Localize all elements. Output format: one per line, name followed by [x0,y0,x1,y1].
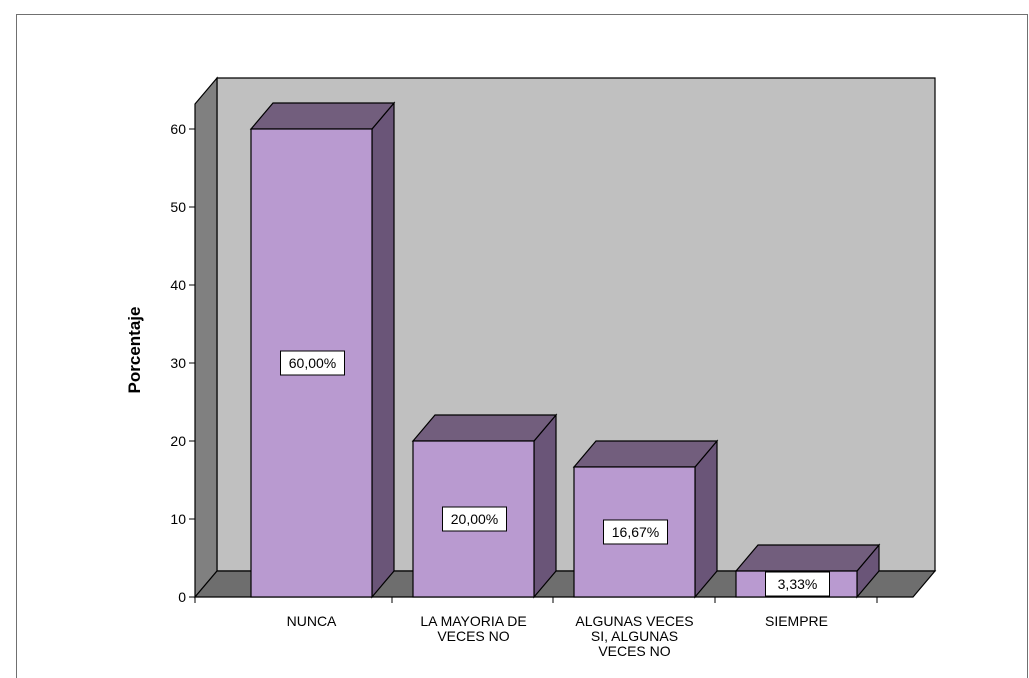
bar-side [694,439,718,599]
data-label-box [280,350,345,376]
data-label: 16,67% [612,524,659,540]
bars: 60,00% 20,00% 16,67% 3,33% [249,101,881,599]
left-wall [194,76,218,599]
y-tick-label: 0 [178,589,186,605]
bar-top [734,544,881,572]
y-axis-title: Porcentaje [125,307,144,394]
bar: 20,00% [411,413,558,599]
data-label: 3,33% [778,576,818,592]
x-category-label: ALGUNAS VECES SI, ALGUNAS VECES NO [575,613,693,659]
data-label: 20,00% [451,511,498,527]
data-label-box [442,506,507,532]
x-category-label: NUNCA [287,613,337,629]
bar: 16,67% [572,439,719,599]
y-tick-label: 60 [170,121,186,137]
bar-side [371,101,395,599]
x-category-label-line: SI, ALGUNAS [591,628,678,644]
x-category-label-line: ALGUNAS VECES [575,613,693,629]
data-label-box [603,519,668,545]
x-category-label: SIEMPRE [765,613,828,629]
x-category-label-line: LA MAYORIA DE [420,613,526,629]
bar: 3,33% [734,543,881,599]
bar-top [411,414,558,442]
bar-top [572,440,719,468]
y-tick-label: 10 [170,511,186,527]
y-tick-label: 50 [170,199,186,215]
y-tick-label: 20 [170,433,186,449]
x-category-label-line: NUNCA [287,613,337,629]
data-label-box [765,571,830,597]
y-axis: 0 10 20 30 40 50 60 [170,121,195,605]
x-category-label-line: VECES NO [598,643,670,659]
bar: 60,00% [249,101,396,599]
x-category-label-line: VECES NO [437,628,509,644]
bar-side [533,413,557,599]
x-category-label-line: SIEMPRE [765,613,828,629]
bar-top [249,102,396,130]
x-category-label: LA MAYORIA DE VECES NO [420,613,526,644]
data-label: 60,00% [289,355,336,371]
y-tick-label: 40 [170,277,186,293]
y-tick-label: 30 [170,355,186,371]
